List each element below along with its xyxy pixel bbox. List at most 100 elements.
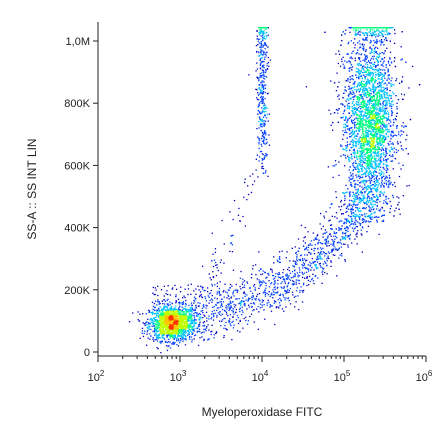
event-dot — [361, 80, 363, 83]
event-dot — [351, 90, 353, 92]
event-dot — [358, 163, 360, 165]
event-dot — [363, 201, 365, 203]
event-dot — [375, 201, 377, 203]
event-dot — [354, 34, 356, 36]
event-dot — [164, 340, 167, 343]
event-dot — [390, 181, 392, 183]
event-dot — [157, 315, 159, 318]
event-dot — [363, 162, 366, 164]
event-dot — [377, 129, 380, 132]
event-dot — [367, 66, 369, 69]
event-dot — [386, 31, 388, 33]
event-dot — [359, 128, 361, 131]
event-dot — [383, 53, 385, 55]
event-dot — [170, 319, 173, 321]
event-dot — [379, 208, 382, 210]
event-dot — [358, 77, 360, 79]
event-dot — [372, 85, 374, 87]
event-dot — [367, 220, 369, 222]
event-dot — [367, 191, 370, 193]
event-dot — [360, 155, 363, 157]
event-dot — [358, 126, 360, 128]
event-dot — [367, 156, 369, 158]
event-dot — [374, 116, 376, 118]
event-dot — [172, 322, 174, 325]
event-dot — [361, 145, 363, 147]
event-dot — [383, 31, 385, 33]
event-dot — [363, 142, 366, 144]
event-dot — [378, 128, 380, 131]
event-dot — [359, 94, 362, 96]
event-dot — [376, 39, 378, 41]
event-dot — [392, 130, 394, 132]
event-dot — [353, 96, 355, 98]
event-dot — [375, 177, 377, 180]
event-dot — [149, 325, 151, 328]
event-dot — [368, 125, 371, 128]
event-dot — [359, 114, 361, 116]
event-dot — [361, 97, 363, 100]
event-dot — [370, 172, 372, 175]
event-dot — [374, 49, 376, 51]
event-dot — [160, 326, 162, 328]
event-dot — [349, 184, 352, 186]
event-dot — [351, 110, 353, 112]
event-dot — [192, 328, 195, 330]
event-dot — [165, 316, 167, 318]
event-dot — [357, 70, 359, 72]
event-dot — [375, 58, 377, 60]
event-dot — [370, 119, 373, 122]
event-dot — [369, 42, 371, 44]
event-dot — [350, 87, 353, 89]
event-dot — [388, 122, 390, 125]
event-dot — [169, 322, 172, 325]
event-dot — [361, 91, 363, 93]
event-dot — [377, 101, 379, 103]
event-dot — [387, 71, 389, 73]
event-dot — [377, 189, 379, 191]
event-dot — [389, 104, 391, 106]
event-dot — [374, 203, 376, 206]
event-dot — [357, 179, 359, 182]
event-dot — [357, 68, 359, 70]
event-dot — [360, 69, 362, 71]
event-dot — [359, 177, 361, 179]
event-dot — [394, 158, 397, 160]
event-dot — [375, 215, 377, 218]
event-dot — [383, 60, 385, 62]
event-dot — [397, 149, 399, 152]
event-dot — [163, 324, 166, 326]
event-dot — [374, 103, 376, 105]
event-dot — [386, 203, 388, 205]
event-dot — [157, 324, 159, 326]
event-dot — [384, 97, 387, 99]
event-dot — [160, 321, 162, 323]
event-dot — [376, 96, 379, 98]
event-dot — [173, 315, 175, 317]
event-dot — [361, 94, 363, 96]
event-dot — [185, 319, 187, 321]
event-dot — [383, 130, 385, 132]
event-dot — [366, 103, 368, 106]
event-dot — [365, 190, 367, 192]
event-dot — [379, 132, 381, 134]
event-dot — [364, 159, 366, 161]
event-dot — [156, 347, 158, 349]
event-dot — [170, 308, 173, 311]
event-dot — [336, 72, 338, 74]
event-dot — [372, 129, 374, 132]
event-dot — [373, 181, 375, 183]
event-dot — [379, 141, 381, 143]
event-dot — [393, 181, 396, 184]
event-dot — [378, 126, 381, 128]
event-dot — [348, 60, 350, 62]
event-dot — [167, 321, 170, 323]
event-dot — [371, 134, 373, 136]
event-dot — [386, 128, 389, 130]
event-dot — [370, 185, 373, 187]
event-dot — [342, 56, 344, 58]
event-dot — [368, 148, 370, 151]
event-dot — [372, 117, 374, 120]
event-dot — [363, 145, 365, 147]
event-dot — [167, 322, 169, 324]
